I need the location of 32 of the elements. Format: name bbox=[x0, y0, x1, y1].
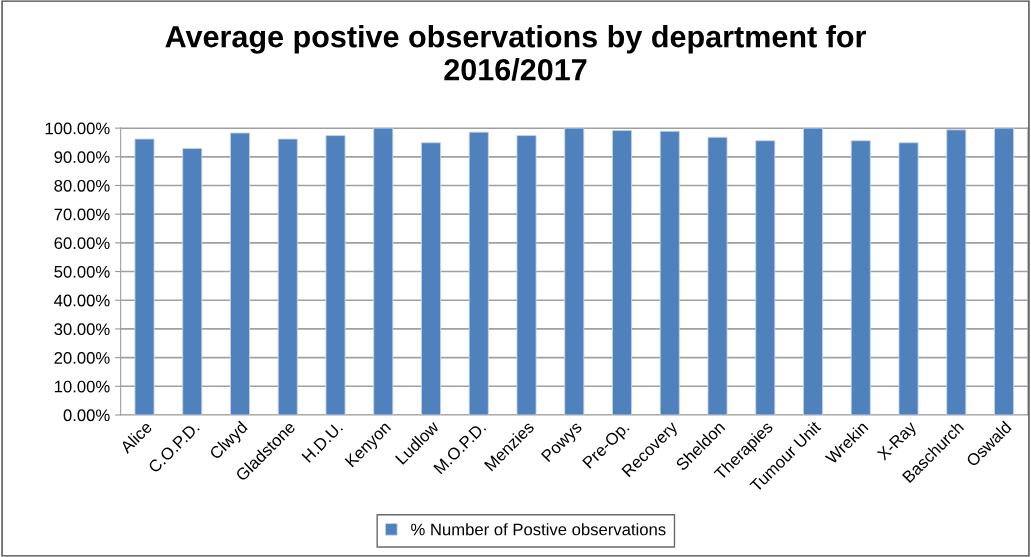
bar bbox=[516, 135, 537, 415]
bar bbox=[373, 128, 394, 415]
y-tick-label: 100.00% bbox=[45, 122, 110, 135]
y-tick-label: 80.00% bbox=[54, 179, 110, 192]
y-tick-label: 10.00% bbox=[54, 380, 110, 393]
bar bbox=[946, 129, 967, 415]
y-tick-label: 90.00% bbox=[54, 151, 110, 163]
bar bbox=[134, 138, 155, 415]
legend-label: % Number of Postive observations bbox=[411, 523, 666, 536]
y-tick-label: 20.00% bbox=[54, 352, 110, 364]
y-tick-label: 70.00% bbox=[54, 208, 110, 221]
bar bbox=[421, 142, 441, 415]
y-tick-label: 30.00% bbox=[54, 323, 110, 336]
bar bbox=[564, 128, 585, 415]
bar bbox=[850, 140, 871, 415]
bar bbox=[612, 129, 632, 415]
chart-title: Average postive observations by department for 2016/2017 bbox=[165, 25, 866, 81]
bar bbox=[468, 131, 489, 415]
bar bbox=[755, 140, 776, 415]
bar bbox=[182, 148, 203, 415]
bar bbox=[707, 136, 728, 415]
bar bbox=[277, 138, 298, 415]
y-tick-label: 0.00% bbox=[63, 409, 110, 422]
bar bbox=[898, 142, 919, 415]
bar bbox=[325, 135, 346, 415]
y-tick-label: 50.00% bbox=[54, 265, 110, 278]
bar bbox=[803, 128, 823, 415]
y-tick-label: 40.00% bbox=[54, 294, 110, 307]
bar bbox=[659, 130, 680, 415]
y-tick-label: 60.00% bbox=[54, 237, 110, 250]
bar bbox=[230, 132, 250, 415]
bar bbox=[994, 128, 1014, 415]
